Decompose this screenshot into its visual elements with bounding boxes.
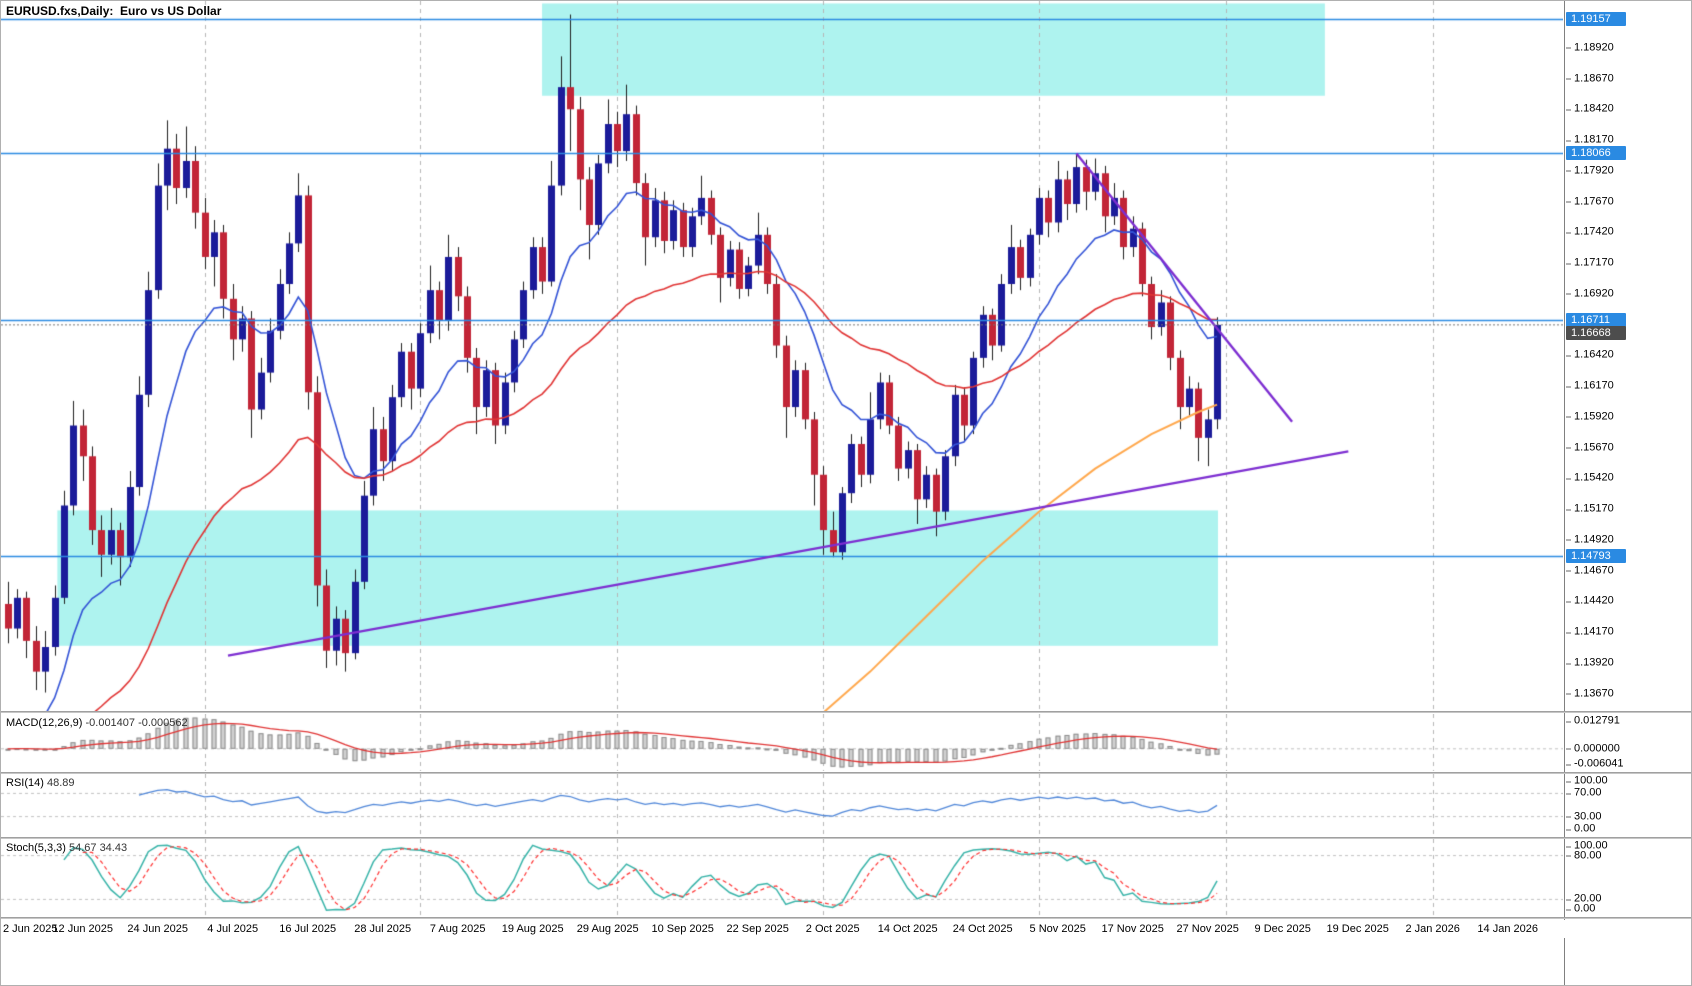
price-tick: 1.16920 [1566, 287, 1614, 300]
time-tick: 10 Sep 2025 [651, 923, 714, 935]
indicator-scale-label: -0.006041 [1566, 757, 1624, 770]
hline-price-badge: 1.16711 [1566, 312, 1626, 327]
stoch-header: Stoch(5,3,3) 54.67 34.43 [6, 842, 127, 854]
time-tick: 14 Oct 2025 [877, 923, 938, 935]
time-tick: 28 Jul 2025 [354, 923, 412, 935]
time-tick: 19 Dec 2025 [1326, 923, 1389, 935]
time-tick: 22 Sep 2025 [726, 923, 789, 935]
price-tick: 1.17670 [1566, 195, 1614, 208]
indicator-scale-label: 0.012791 [1566, 714, 1620, 727]
time-tick: 2 Jun 2025 [3, 923, 58, 935]
indicator-scale-label: 0.00 [1565, 822, 1596, 835]
time-tick: 9 Dec 2025 [1254, 923, 1311, 935]
current-price-badge: 1.16668 [1566, 325, 1626, 340]
time-tick: 2 Oct 2025 [805, 923, 860, 935]
price-tick: 1.17420 [1566, 225, 1614, 238]
stoch-values: 54.67 34.43 [68, 842, 128, 854]
stoch-panel[interactable] [1, 839, 1563, 916]
macd-panel[interactable] [1, 714, 1563, 771]
price-tick: 1.16420 [1566, 348, 1614, 361]
indicator-scale-label: 80.00 [1566, 849, 1602, 862]
price-tick: 1.13920 [1566, 656, 1614, 669]
price-tick: 1.15170 [1566, 502, 1614, 515]
hline-price-badge: 1.19157 [1566, 11, 1626, 26]
indicator-scale-label: 100.00 [1566, 774, 1608, 787]
stoch-label: Stoch(5,3,3) [6, 842, 66, 854]
hline-price-badge: 1.14793 [1566, 548, 1626, 563]
time-tick: 14 Jan 2026 [1477, 923, 1538, 935]
price-tick: 1.18670 [1566, 72, 1614, 85]
panel-separator[interactable] [1, 917, 1691, 919]
time-tick: 19 Aug 2025 [501, 923, 564, 935]
price-tick: 1.13670 [1566, 687, 1614, 700]
chart-title: EURUSD.fxs,Daily: Euro vs US Dollar [6, 4, 222, 18]
indicator-scale-label: 0.000000 [1566, 742, 1620, 755]
time-tick: 4 Jul 2025 [207, 923, 259, 935]
price-axis[interactable]: 1.18920 1.18670 1.18420 1.18170 1.17920 1.176… [1564, 1, 1691, 985]
macd-header: MACD(12,26,9) -0.001407 -0.000562 [6, 717, 188, 729]
panel-separator[interactable] [1, 837, 1691, 839]
indicator-scale-label: 0.00 [1565, 902, 1596, 915]
panel-separator[interactable] [1, 772, 1691, 774]
main-price-chart[interactable] [1, 1, 1563, 711]
price-tick: 1.18420 [1566, 102, 1614, 115]
panel-separator[interactable] [1, 711, 1691, 713]
time-axis[interactable]: 2 Jun 2025 12 Jun 2025 24 Jun 2025 4 Jul 20… [1, 920, 1691, 938]
time-tick: 29 Aug 2025 [576, 923, 639, 935]
price-tick: 1.15670 [1566, 441, 1614, 454]
time-tick: 24 Jun 2025 [127, 923, 188, 935]
price-tick: 1.16170 [1566, 379, 1614, 392]
price-tick: 1.17920 [1566, 164, 1614, 177]
hline-price-badge: 1.18066 [1566, 145, 1626, 160]
macd-label: MACD(12,26,9) [6, 717, 83, 729]
time-tick: 2 Jan 2026 [1405, 923, 1460, 935]
indicator-scale-label: 100.00 [1566, 839, 1608, 852]
time-tick: 7 Aug 2025 [429, 923, 486, 935]
rsi-panel[interactable] [1, 774, 1563, 836]
time-tick: 12 Jun 2025 [52, 923, 113, 935]
price-tick: 1.14670 [1566, 564, 1614, 577]
time-tick: 5 Nov 2025 [1029, 923, 1086, 935]
rsi-value: 48.89 [46, 777, 75, 789]
price-tick: 1.14920 [1566, 533, 1614, 546]
price-tick: 1.18170 [1566, 133, 1614, 146]
price-tick: 1.14420 [1566, 594, 1614, 607]
indicator-scale-label: 20.00 [1566, 892, 1602, 905]
indicator-scale-label: 30.00 [1566, 810, 1602, 823]
price-tick: 1.15420 [1566, 471, 1614, 484]
time-tick: 24 Oct 2025 [952, 923, 1013, 935]
price-tick: 1.18920 [1566, 41, 1614, 54]
time-tick: 16 Jul 2025 [279, 923, 337, 935]
macd-values: -0.001407 -0.000562 [85, 717, 188, 729]
price-tick: 1.15920 [1566, 410, 1614, 423]
indicator-scale-label: 70.00 [1566, 786, 1602, 799]
price-tick: 1.14170 [1566, 625, 1614, 638]
rsi-header: RSI(14) 48.89 [6, 777, 75, 789]
rsi-label: RSI(14) [6, 777, 44, 789]
time-tick: 17 Nov 2025 [1101, 923, 1164, 935]
price-tick: 1.17170 [1566, 256, 1614, 269]
time-tick: 27 Nov 2025 [1176, 923, 1239, 935]
